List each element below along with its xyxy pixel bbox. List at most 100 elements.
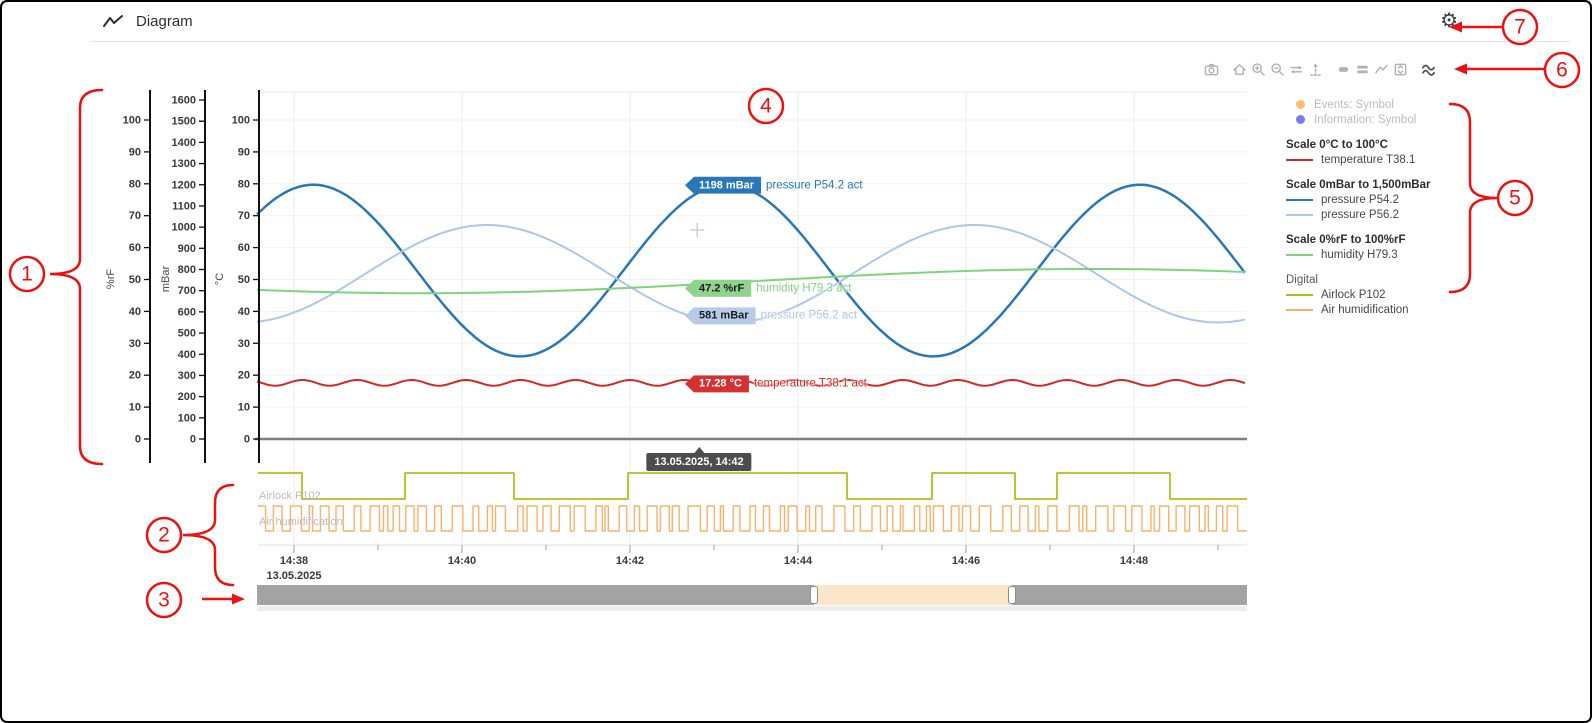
x-tick-label: 14:44 bbox=[784, 555, 813, 567]
axis-tick-label: 100 bbox=[123, 115, 141, 127]
toolbar-group bbox=[1334, 60, 1410, 79]
pan-horizontal-icon bbox=[1290, 65, 1303, 74]
toolbar-zoom-out-button[interactable] bbox=[1268, 60, 1287, 79]
axis-tick-label: 500 bbox=[178, 328, 196, 340]
legend-symbol-label: Information: Symbol bbox=[1314, 113, 1417, 126]
axis-tick-label: 90 bbox=[129, 146, 141, 158]
x-tick-label: 14:40 bbox=[448, 555, 476, 567]
compare-waves-icon bbox=[1422, 64, 1435, 76]
axis-tick-label: 100 bbox=[232, 115, 250, 127]
toolbar-group bbox=[1202, 60, 1221, 79]
digital-tracks: Airlock P102 Air humidification bbox=[258, 472, 1247, 532]
x-tick-label: 14:46 bbox=[952, 555, 980, 567]
chart-toolbar bbox=[1202, 60, 1447, 79]
annotation-1: 1 bbox=[8, 88, 104, 466]
flag-series-label: pressure P56.2 act bbox=[760, 309, 858, 322]
toolbar-autoscale-box-button[interactable] bbox=[1391, 60, 1410, 79]
x-axis-date-label: 13.05.2025 bbox=[266, 570, 321, 582]
legend-item-humidity-h79-3[interactable]: humidity H79.3 bbox=[1286, 247, 1556, 262]
axis-tick-label: 0 bbox=[190, 434, 196, 446]
home-icon bbox=[1233, 64, 1246, 75]
axis-tick-label: 40 bbox=[129, 306, 141, 318]
axis-title: °C bbox=[214, 273, 226, 285]
axis-tick-label: 100 bbox=[178, 412, 196, 424]
axis-tick-label: 1500 bbox=[172, 116, 196, 128]
legend-scale-header: Scale 0°C to 100°C bbox=[1286, 138, 1388, 151]
crosshair-icon bbox=[690, 223, 705, 237]
digital-track-label: Air humidification bbox=[259, 516, 343, 528]
settings-button[interactable]: ⚙ bbox=[1438, 9, 1460, 33]
digital-wave-air-humidification bbox=[258, 505, 1247, 532]
legend-item-label: pressure P56.2 bbox=[1321, 208, 1399, 221]
zoom-out-icon bbox=[1271, 63, 1284, 76]
legend-symbol-label: Events: Symbol bbox=[1314, 98, 1394, 111]
axis-tick-label: 70 bbox=[129, 210, 141, 222]
legend-item-pressure-p56-2[interactable]: pressure P56.2 bbox=[1286, 207, 1556, 222]
x-tick-label: 14:38 bbox=[280, 555, 308, 567]
axis-tick-label: 800 bbox=[178, 264, 196, 276]
legend-item-air-humidification[interactable]: Air humidification bbox=[1286, 302, 1556, 317]
toolbar-stacked-bars-button[interactable] bbox=[1353, 60, 1372, 79]
legend-group: Scale 0%rF to 100%rF humidity H79.3 bbox=[1286, 232, 1556, 262]
legend-item-label: humidity H79.3 bbox=[1321, 248, 1398, 261]
range-slider-mask-right[interactable] bbox=[1011, 585, 1247, 605]
axis-tick-label: 80 bbox=[129, 178, 141, 190]
flag-value: 47.2 %rF bbox=[685, 279, 752, 297]
legend-symbol-dot-icon bbox=[1296, 115, 1305, 124]
axis-tick-label: 30 bbox=[238, 338, 250, 350]
toolbar-zoom-in-button[interactable] bbox=[1249, 60, 1268, 79]
annotation-4: 4 bbox=[747, 87, 785, 125]
toolbar-compare-waves-button[interactable] bbox=[1419, 60, 1438, 79]
flag-series-label: pressure P54.2 act bbox=[766, 179, 863, 192]
axis-tick-label: 70 bbox=[238, 210, 250, 222]
legend-line-swatch bbox=[1286, 198, 1313, 201]
diagram-line-icon bbox=[102, 13, 124, 31]
axis-tick-label: 1200 bbox=[172, 179, 196, 191]
legend-line-swatch bbox=[1286, 158, 1313, 161]
axis-tick-label: 10 bbox=[129, 402, 141, 414]
svg-text:3: 3 bbox=[158, 589, 170, 612]
axis-tick-label: 40 bbox=[238, 306, 250, 318]
axis-tick-label: 1100 bbox=[172, 200, 196, 212]
axis-tick-label: 1400 bbox=[172, 137, 196, 149]
flag-series-label: temperature T38.1 act bbox=[753, 377, 867, 390]
range-slider-shadow bbox=[257, 606, 1247, 611]
legend-line-swatch bbox=[1286, 213, 1313, 216]
legend-line-swatch bbox=[1286, 253, 1313, 256]
axis-tick-label: 20 bbox=[238, 370, 250, 382]
legend-item-temperature-t38-1[interactable]: temperature T38.1 bbox=[1286, 152, 1556, 167]
toolbar-line-mode-button[interactable] bbox=[1372, 60, 1391, 79]
legend-symbol-dot-icon bbox=[1296, 100, 1305, 109]
toolbar-toggle-pill-button[interactable] bbox=[1334, 60, 1353, 79]
value-flag-p542: 1198 mBar pressure P54.2 act bbox=[685, 176, 863, 194]
legend-scale-header: Digital bbox=[1286, 273, 1318, 286]
toolbar-pan-horizontal-button[interactable] bbox=[1287, 60, 1306, 79]
value-flag-p562: 581 mBar pressure P56.2 act bbox=[685, 307, 858, 325]
legend-group: Scale 0°C to 100°C temperature T38.1 bbox=[1286, 137, 1556, 167]
zoom-in-icon bbox=[1252, 63, 1265, 76]
range-slider-mask-left[interactable] bbox=[257, 585, 814, 605]
range-slider-track[interactable] bbox=[257, 585, 1247, 605]
svg-text:6: 6 bbox=[1556, 59, 1568, 82]
legend-symbol-item[interactable]: Events: Symbol bbox=[1286, 97, 1556, 112]
flag-value: 581 mBar bbox=[685, 307, 756, 325]
value-flag-t381: 17.28 °C temperature T38.1 act bbox=[685, 375, 867, 393]
app-header: Diagram bbox=[90, 2, 1570, 42]
axis-tick-label: 300 bbox=[178, 370, 196, 382]
legend-item-airlock-p102[interactable]: Airlock P102 bbox=[1286, 287, 1556, 302]
axis-tick-label: 90 bbox=[238, 146, 250, 158]
toolbar-home-button[interactable] bbox=[1230, 60, 1249, 79]
axis-tick-label: 600 bbox=[178, 306, 196, 318]
page-title: Diagram bbox=[136, 13, 193, 30]
toolbar-camera-button[interactable] bbox=[1202, 60, 1221, 79]
range-slider-handle-right[interactable] bbox=[1007, 586, 1016, 604]
annotation-2: 2 bbox=[145, 483, 235, 587]
legend-line-swatch bbox=[1286, 293, 1313, 296]
range-slider-handle-left[interactable] bbox=[809, 586, 818, 604]
legend-symbol-item[interactable]: Information: Symbol bbox=[1286, 112, 1556, 127]
legend-item-label: temperature T38.1 bbox=[1321, 153, 1416, 166]
toolbar-group bbox=[1419, 60, 1438, 79]
legend-item-pressure-p54-2[interactable]: pressure P54.2 bbox=[1286, 192, 1556, 207]
toolbar-drag-axis-button[interactable] bbox=[1306, 60, 1325, 79]
